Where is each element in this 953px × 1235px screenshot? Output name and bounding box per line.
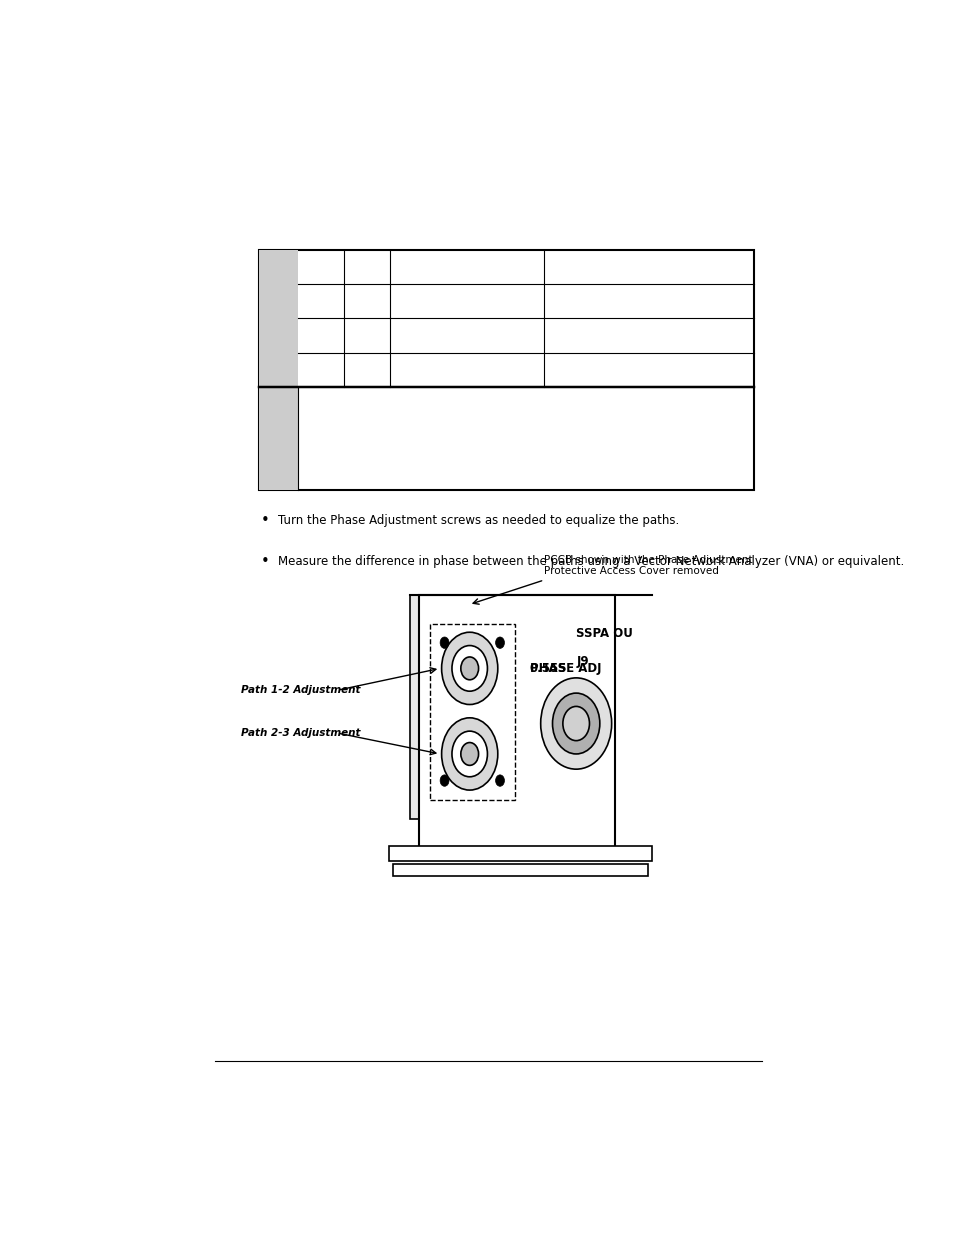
Text: Path 2-3 Adjustment: Path 2-3 Adjustment	[241, 729, 360, 739]
Circle shape	[452, 731, 487, 777]
Text: •: •	[260, 514, 269, 529]
Text: J9: J9	[576, 656, 588, 668]
Bar	[418, 595, 614, 847]
Bar	[389, 846, 651, 862]
Circle shape	[540, 678, 611, 769]
Bar	[258, 249, 754, 489]
Circle shape	[441, 632, 497, 704]
Circle shape	[460, 657, 478, 679]
Circle shape	[552, 693, 599, 753]
Bar	[393, 864, 647, 876]
Text: Turn the Phase Adjustment screws as needed to equalize the paths.: Turn the Phase Adjustment screws as need…	[278, 515, 679, 527]
Bar	[410, 595, 418, 819]
Circle shape	[452, 646, 487, 692]
Text: PHASE ADJ: PHASE ADJ	[529, 662, 600, 674]
Text: Measure the difference in phase between the paths using a Vector Network Analyze: Measure the difference in phase between …	[278, 556, 903, 568]
Bar	[258, 387, 298, 489]
Circle shape	[562, 706, 589, 741]
Circle shape	[495, 774, 504, 787]
Circle shape	[439, 637, 449, 648]
Circle shape	[460, 742, 478, 766]
Circle shape	[495, 637, 504, 648]
Text: PCCB shown with the Phase Adjustment
Protective Access Cover removed: PCCB shown with the Phase Adjustment Pro…	[544, 555, 752, 576]
Circle shape	[441, 718, 497, 790]
Bar	[429, 624, 515, 799]
Text: SSPA OU: SSPA OU	[576, 626, 633, 640]
Text: •: •	[260, 555, 269, 569]
Text: 0.555: 0.555	[529, 662, 566, 674]
Circle shape	[439, 774, 449, 787]
Text: Path 1-2 Adjustment: Path 1-2 Adjustment	[241, 685, 360, 695]
Bar	[258, 249, 298, 387]
